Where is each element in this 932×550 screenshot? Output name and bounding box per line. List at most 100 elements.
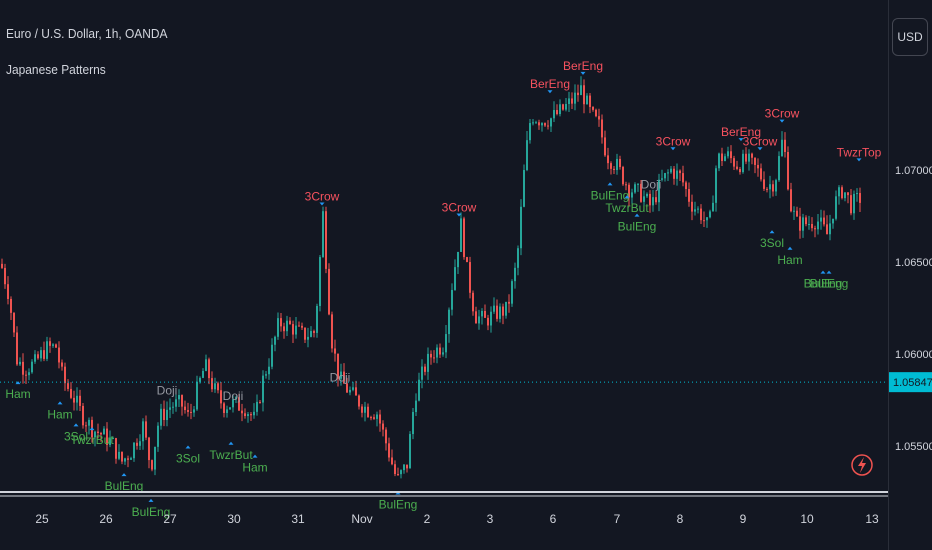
candle-body bbox=[832, 218, 834, 224]
candle-body bbox=[259, 401, 261, 403]
candle bbox=[655, 190, 657, 205]
lightning-icon[interactable] bbox=[851, 454, 873, 476]
candle-body bbox=[853, 193, 855, 214]
pattern-label[interactable]: 3Crow bbox=[305, 189, 340, 206]
candle-body bbox=[121, 451, 123, 462]
pattern-label[interactable]: TwzrTop bbox=[837, 145, 882, 162]
pattern-label[interactable]: BerEng bbox=[721, 125, 761, 142]
candle bbox=[421, 359, 423, 389]
x-tick-label: 9 bbox=[740, 512, 747, 526]
candle bbox=[109, 430, 111, 448]
candle-body bbox=[238, 397, 240, 411]
candle bbox=[169, 398, 171, 418]
candle-body bbox=[406, 464, 408, 469]
candle bbox=[10, 296, 12, 321]
candle bbox=[145, 415, 147, 441]
candle-body bbox=[634, 184, 636, 193]
candle bbox=[40, 346, 42, 362]
pattern-label[interactable]: 3Sol bbox=[760, 230, 784, 250]
candle bbox=[433, 350, 435, 363]
candle-body bbox=[826, 224, 828, 235]
candle bbox=[190, 403, 192, 420]
pattern-label[interactable]: TwzrBut bbox=[209, 441, 253, 462]
pattern-label[interactable]: BulEng bbox=[132, 498, 171, 519]
x-tick-label: 6 bbox=[550, 512, 557, 526]
pattern-label[interactable]: Doji bbox=[223, 389, 244, 403]
candle-body bbox=[46, 341, 48, 359]
pattern-label[interactable]: Doji bbox=[330, 371, 351, 385]
pattern-label[interactable]: 3Crow bbox=[656, 134, 691, 151]
candle bbox=[235, 396, 237, 403]
candle bbox=[463, 216, 465, 260]
candle-body bbox=[796, 210, 798, 217]
pattern-label[interactable]: Doji bbox=[157, 383, 178, 397]
pattern-label[interactable]: BerEng bbox=[563, 59, 603, 75]
candle bbox=[184, 400, 186, 414]
candle-body bbox=[130, 458, 132, 460]
pattern-label[interactable]: BulEng bbox=[810, 270, 849, 291]
candle-body bbox=[16, 332, 18, 365]
candle bbox=[685, 180, 687, 197]
pattern-label[interactable]: Ham bbox=[777, 246, 803, 267]
candle-body bbox=[385, 429, 387, 444]
pattern-label[interactable]: BerEng bbox=[530, 77, 570, 94]
candle-body bbox=[286, 320, 288, 332]
candle-body bbox=[166, 409, 168, 421]
candle bbox=[688, 182, 690, 207]
candle-body bbox=[388, 443, 390, 458]
candle bbox=[328, 263, 330, 316]
candle-body bbox=[670, 168, 672, 173]
pattern-label[interactable]: Ham bbox=[242, 454, 268, 475]
pattern-label[interactable]: TwzrBut bbox=[605, 195, 649, 215]
candle bbox=[358, 394, 360, 410]
candle-body bbox=[232, 399, 234, 408]
currency-button[interactable]: USD bbox=[892, 18, 928, 56]
pattern-label[interactable]: Doji bbox=[641, 177, 662, 191]
candle bbox=[46, 336, 48, 362]
candle-body bbox=[283, 326, 285, 332]
candle bbox=[559, 99, 561, 117]
pattern-label-text: 3Sol bbox=[760, 236, 784, 250]
pattern-label[interactable]: 3Crow bbox=[765, 107, 800, 123]
candle-body bbox=[613, 168, 615, 171]
pattern-label-text: Ham bbox=[47, 407, 72, 421]
candle bbox=[667, 169, 669, 181]
pattern-label[interactable]: BulEng bbox=[804, 270, 843, 291]
candle-body bbox=[199, 377, 201, 382]
candle bbox=[382, 420, 384, 437]
indicator-name[interactable]: Japanese Patterns bbox=[6, 62, 106, 77]
pattern-label[interactable]: BulEng bbox=[105, 473, 144, 493]
candle-body bbox=[433, 357, 435, 359]
pattern-label[interactable]: TwzrBut bbox=[70, 427, 114, 447]
candle-body bbox=[361, 406, 363, 413]
candle-body bbox=[271, 344, 273, 367]
time-axis[interactable]: 25 26 27 30 31 Nov 2 3 6 7 8 9 10 13 bbox=[35, 512, 879, 526]
pattern-label[interactable]: 3Crow bbox=[442, 201, 477, 217]
candle-body bbox=[691, 201, 693, 212]
candle bbox=[508, 294, 510, 313]
pattern-label[interactable]: Ham bbox=[5, 381, 31, 401]
pattern-label[interactable]: 3Sol bbox=[176, 445, 200, 465]
pattern-label[interactable]: 3Sol bbox=[64, 423, 88, 443]
pattern-label[interactable]: BulEng bbox=[591, 182, 630, 202]
pattern-label[interactable]: 3Crow bbox=[743, 134, 778, 151]
candle bbox=[244, 408, 246, 419]
pattern-label[interactable]: Ham bbox=[47, 401, 73, 421]
candle-body bbox=[823, 217, 825, 225]
candle-body bbox=[784, 139, 786, 152]
candle-body bbox=[676, 170, 678, 179]
candle bbox=[643, 190, 645, 206]
candle-body bbox=[565, 103, 567, 110]
candle bbox=[583, 79, 585, 114]
candle bbox=[172, 402, 174, 414]
candle-body bbox=[550, 118, 552, 127]
candle bbox=[553, 101, 555, 123]
pattern-label[interactable]: BulEng bbox=[618, 213, 657, 234]
candle-body bbox=[727, 151, 729, 157]
candle bbox=[856, 188, 858, 202]
candle-body bbox=[781, 139, 783, 157]
price-axis[interactable]: 1.06500 1.06000 1.05500 1.07000 bbox=[895, 165, 932, 453]
candle-body bbox=[217, 383, 219, 391]
candle-body bbox=[859, 193, 861, 203]
